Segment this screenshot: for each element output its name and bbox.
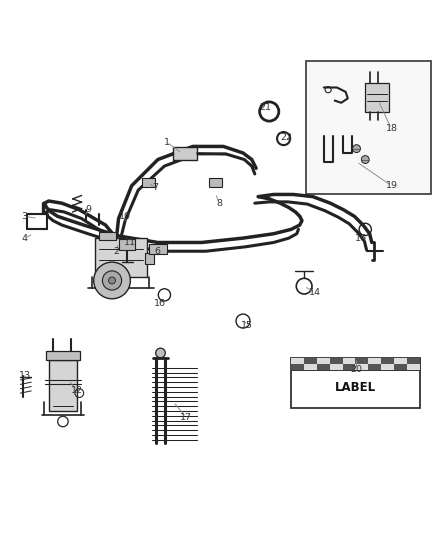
Bar: [381, 358, 394, 364]
Bar: [381, 364, 394, 370]
Bar: [304, 358, 317, 364]
Text: 16: 16: [355, 233, 367, 243]
Text: 15: 15: [241, 321, 253, 330]
Text: 4: 4: [22, 233, 28, 243]
Bar: [304, 364, 317, 370]
Circle shape: [361, 156, 369, 164]
Bar: [343, 358, 356, 364]
Bar: [317, 358, 330, 364]
Text: 1: 1: [164, 138, 170, 147]
Text: 11: 11: [124, 238, 135, 247]
Bar: [356, 358, 368, 364]
Text: 13: 13: [19, 371, 31, 380]
Bar: [330, 364, 343, 370]
Bar: [46, 351, 80, 360]
Text: 17: 17: [180, 413, 192, 422]
Bar: [291, 358, 420, 370]
Bar: [368, 364, 381, 370]
Text: 8: 8: [216, 199, 222, 208]
Bar: [291, 364, 304, 370]
Text: 20: 20: [350, 365, 363, 374]
Text: 7: 7: [153, 183, 159, 192]
Bar: [209, 179, 222, 187]
Bar: [99, 231, 117, 240]
Bar: [145, 253, 153, 264]
Bar: [291, 358, 304, 364]
Text: 3: 3: [21, 212, 28, 221]
Bar: [291, 358, 420, 408]
Circle shape: [353, 144, 360, 152]
Bar: [173, 147, 197, 159]
Bar: [120, 239, 135, 250]
Bar: [407, 364, 420, 370]
Text: 12: 12: [71, 386, 83, 395]
Bar: [95, 238, 147, 277]
Text: 21: 21: [259, 103, 271, 111]
Text: 9: 9: [85, 205, 91, 214]
Text: 14: 14: [309, 288, 321, 297]
Bar: [394, 364, 407, 370]
Text: 10: 10: [119, 212, 131, 221]
Bar: [306, 61, 431, 195]
Bar: [394, 358, 407, 364]
Text: 16: 16: [154, 299, 166, 308]
Text: 18: 18: [385, 125, 397, 133]
Bar: [368, 358, 381, 364]
Bar: [365, 83, 389, 111]
Bar: [142, 179, 155, 187]
Bar: [343, 364, 356, 370]
Bar: [317, 364, 330, 370]
Bar: [330, 358, 343, 364]
Circle shape: [94, 262, 131, 299]
Circle shape: [102, 271, 122, 290]
Bar: [407, 358, 420, 364]
Text: 19: 19: [385, 181, 397, 190]
Circle shape: [109, 277, 116, 284]
Bar: [356, 364, 368, 370]
Bar: [149, 244, 166, 254]
Text: 6: 6: [155, 247, 161, 256]
Bar: [49, 360, 77, 410]
Circle shape: [155, 348, 165, 358]
Text: 22: 22: [281, 133, 293, 142]
Text: LABEL: LABEL: [335, 381, 376, 394]
Text: 2: 2: [113, 247, 120, 256]
